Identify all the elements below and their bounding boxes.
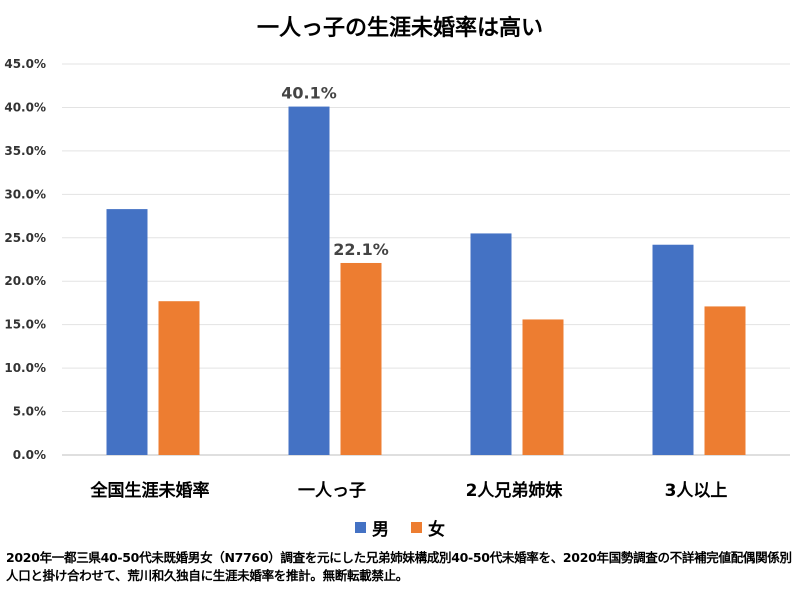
y-tick-label: 20.0% — [4, 274, 46, 288]
legend-item-male: 男 — [355, 515, 389, 540]
x-tick-label: 一人っ子 — [298, 481, 366, 501]
x-tick-label: 2人兄弟姉妹 — [466, 480, 564, 501]
bar-chart: 0.0% 5.0% 10.0% 15.0% 20.0% 25.0% 30.0% 35.0% 40… — [4, 57, 790, 501]
y-tick-label: 25.0% — [4, 231, 46, 245]
y-tick-label: 30.0% — [4, 187, 46, 201]
bar-female — [522, 319, 564, 455]
legend-label-male: 男 — [372, 520, 390, 540]
data-label: 22.1% — [333, 240, 389, 259]
legend-item-female: 女 — [410, 515, 445, 540]
legend-swatch-female — [410, 522, 422, 533]
y-tick-label: 5.0% — [13, 405, 46, 419]
source-note: 2020年一都三県40-50代未既婚男女（N7760）調査を元にした兄弟姉妹構成… — [6, 550, 792, 583]
y-tick-label: 35.0% — [4, 144, 46, 158]
x-tick-label: 全国生涯未婚率 — [90, 480, 210, 501]
bar-male — [652, 244, 694, 455]
data-label: 40.1% — [281, 84, 337, 103]
legend-swatch-male — [355, 522, 367, 533]
bar-male — [470, 233, 512, 455]
bar-male — [288, 106, 330, 455]
y-tick-label: 15.0% — [4, 318, 46, 332]
bar-female — [158, 301, 200, 455]
y-tick-label: 45.0% — [4, 57, 46, 71]
bar-male — [106, 209, 148, 455]
x-tick-label: 3人以上 — [665, 481, 728, 501]
legend: 男 女 — [0, 515, 800, 540]
bar-female — [704, 306, 746, 455]
chart-title: 一人っ子の生涯未婚率は高い — [256, 16, 543, 41]
legend-label-female: 女 — [427, 520, 445, 540]
y-tick-label: 0.0% — [13, 448, 46, 462]
y-tick-label: 40.0% — [4, 100, 46, 114]
bar-female — [340, 262, 382, 455]
y-tick-label: 10.0% — [4, 361, 46, 375]
